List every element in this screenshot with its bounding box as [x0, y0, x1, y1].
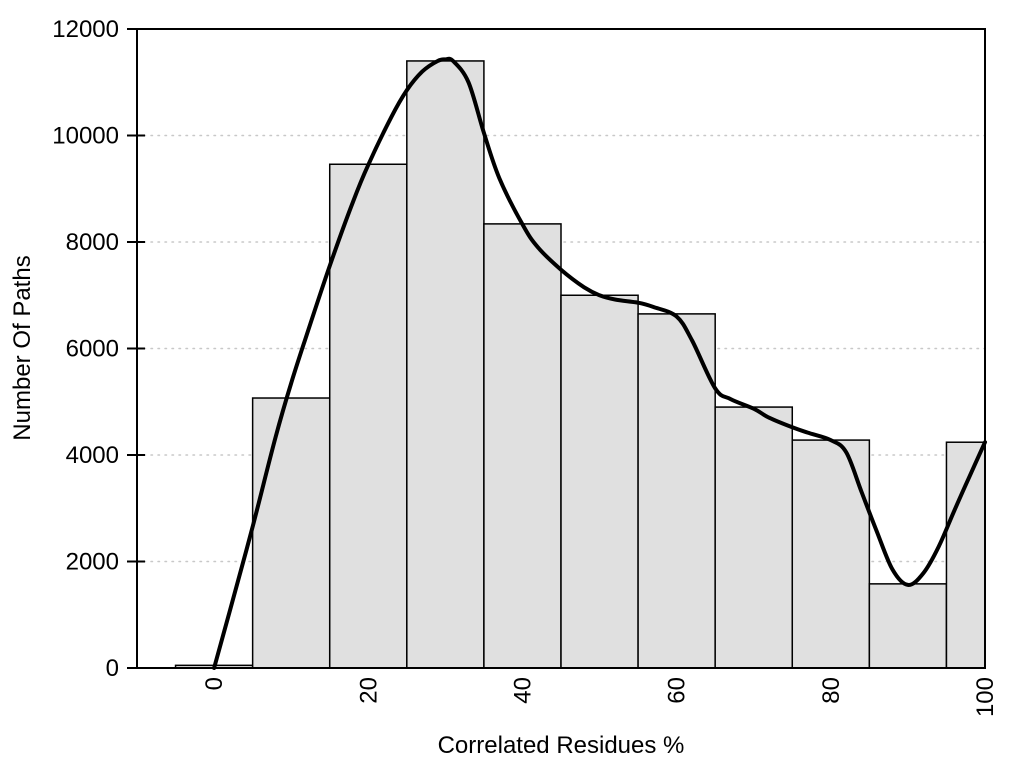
x-tick-label-100: 100: [972, 677, 999, 717]
histogram-bar-3: [406, 60, 485, 669]
histogram-bar-1: [251, 397, 331, 669]
y-tick-label-4000: 4000: [66, 442, 119, 469]
x-tick-label-0: 0: [201, 677, 228, 690]
x-tick-label-60: 60: [664, 677, 691, 704]
histogram-bar-8: [791, 439, 871, 669]
histogram-bar-6: [637, 313, 716, 669]
y-tick-label-6000: 6000: [66, 336, 119, 363]
density-curve: [212, 56, 987, 670]
histogram-bars: [174, 60, 986, 669]
histogram-bar-9: [868, 583, 948, 669]
histogram-bar-7: [714, 406, 794, 669]
y-tick-label-8000: 8000: [66, 229, 119, 256]
histogram-bar-10: [945, 441, 986, 669]
y-tick-label-2000: 2000: [66, 549, 119, 576]
axis-ticks-and-labels: 0 2000 4000 6000 8000 10000 12000 0 20 40 60 80 100: [52, 16, 999, 717]
histogram-bar-5: [560, 294, 639, 669]
x-tick-label-80: 80: [818, 677, 845, 704]
x-tick-label-40: 40: [509, 677, 536, 704]
histogram-bar-2: [328, 163, 408, 669]
x-axis-title: Correlated Residues %: [438, 732, 685, 759]
y-axis-title: Number Of Paths: [9, 255, 36, 440]
x-tick-label-20: 20: [355, 677, 382, 704]
y-tick-label-12000: 12000: [52, 16, 119, 43]
y-tick-label-0: 0: [106, 655, 119, 682]
smooth-fit-curve: [212, 56, 987, 670]
y-tick-label-10000: 10000: [52, 123, 119, 150]
histogram-bar-4: [483, 223, 562, 669]
